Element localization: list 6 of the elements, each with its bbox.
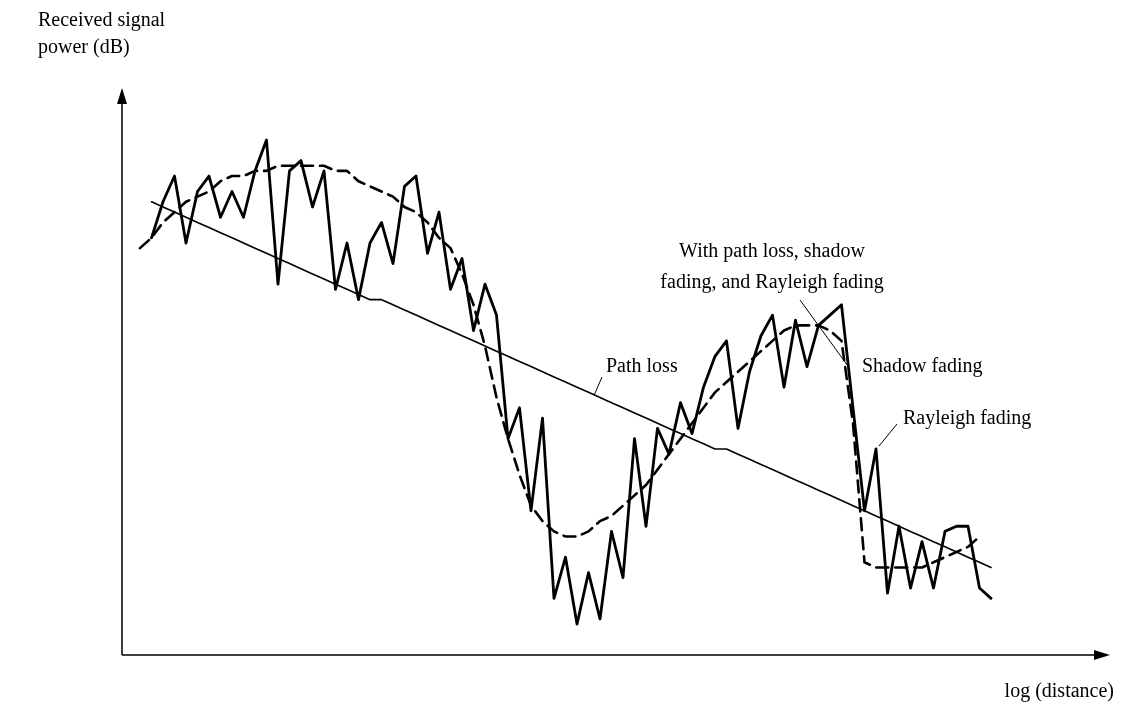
annotation: Rayleigh fading	[903, 406, 1032, 429]
x-axis-title: log (distance)	[1004, 679, 1114, 702]
series-label: Shadow fading	[862, 354, 983, 377]
text: With path loss, shadow fading, and Rayleigh fading	[660, 239, 884, 293]
series-label: Path loss	[606, 354, 678, 376]
y-axis-title: Received signal power (dB)	[38, 8, 166, 58]
